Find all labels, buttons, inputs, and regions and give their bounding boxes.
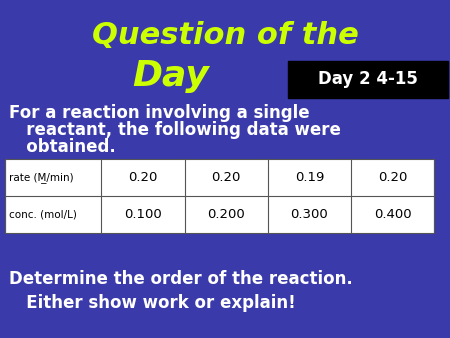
Text: 0.20: 0.20: [378, 171, 407, 184]
Text: 0.20: 0.20: [128, 171, 158, 184]
Text: 0.20: 0.20: [212, 171, 241, 184]
Text: 0.100: 0.100: [124, 208, 162, 221]
Text: rate (M̲/min): rate (M̲/min): [9, 172, 74, 183]
Text: obtained.: obtained.: [9, 138, 116, 156]
Text: 0.200: 0.200: [207, 208, 245, 221]
FancyBboxPatch shape: [288, 61, 448, 98]
Text: 0.400: 0.400: [374, 208, 411, 221]
Text: 0.19: 0.19: [295, 171, 324, 184]
Text: Question of the: Question of the: [92, 21, 358, 50]
Text: For a reaction involving a single: For a reaction involving a single: [9, 104, 310, 122]
Text: conc. (mol/L): conc. (mol/L): [9, 210, 77, 220]
Text: reactant, the following data were: reactant, the following data were: [9, 121, 341, 139]
FancyBboxPatch shape: [4, 159, 434, 233]
Text: Either show work or explain!: Either show work or explain!: [9, 293, 296, 312]
Text: Determine the order of the reaction.: Determine the order of the reaction.: [9, 270, 353, 288]
Text: 0.300: 0.300: [291, 208, 328, 221]
Text: Day 2 4-15: Day 2 4-15: [318, 70, 418, 89]
Text: Day: Day: [133, 59, 209, 93]
